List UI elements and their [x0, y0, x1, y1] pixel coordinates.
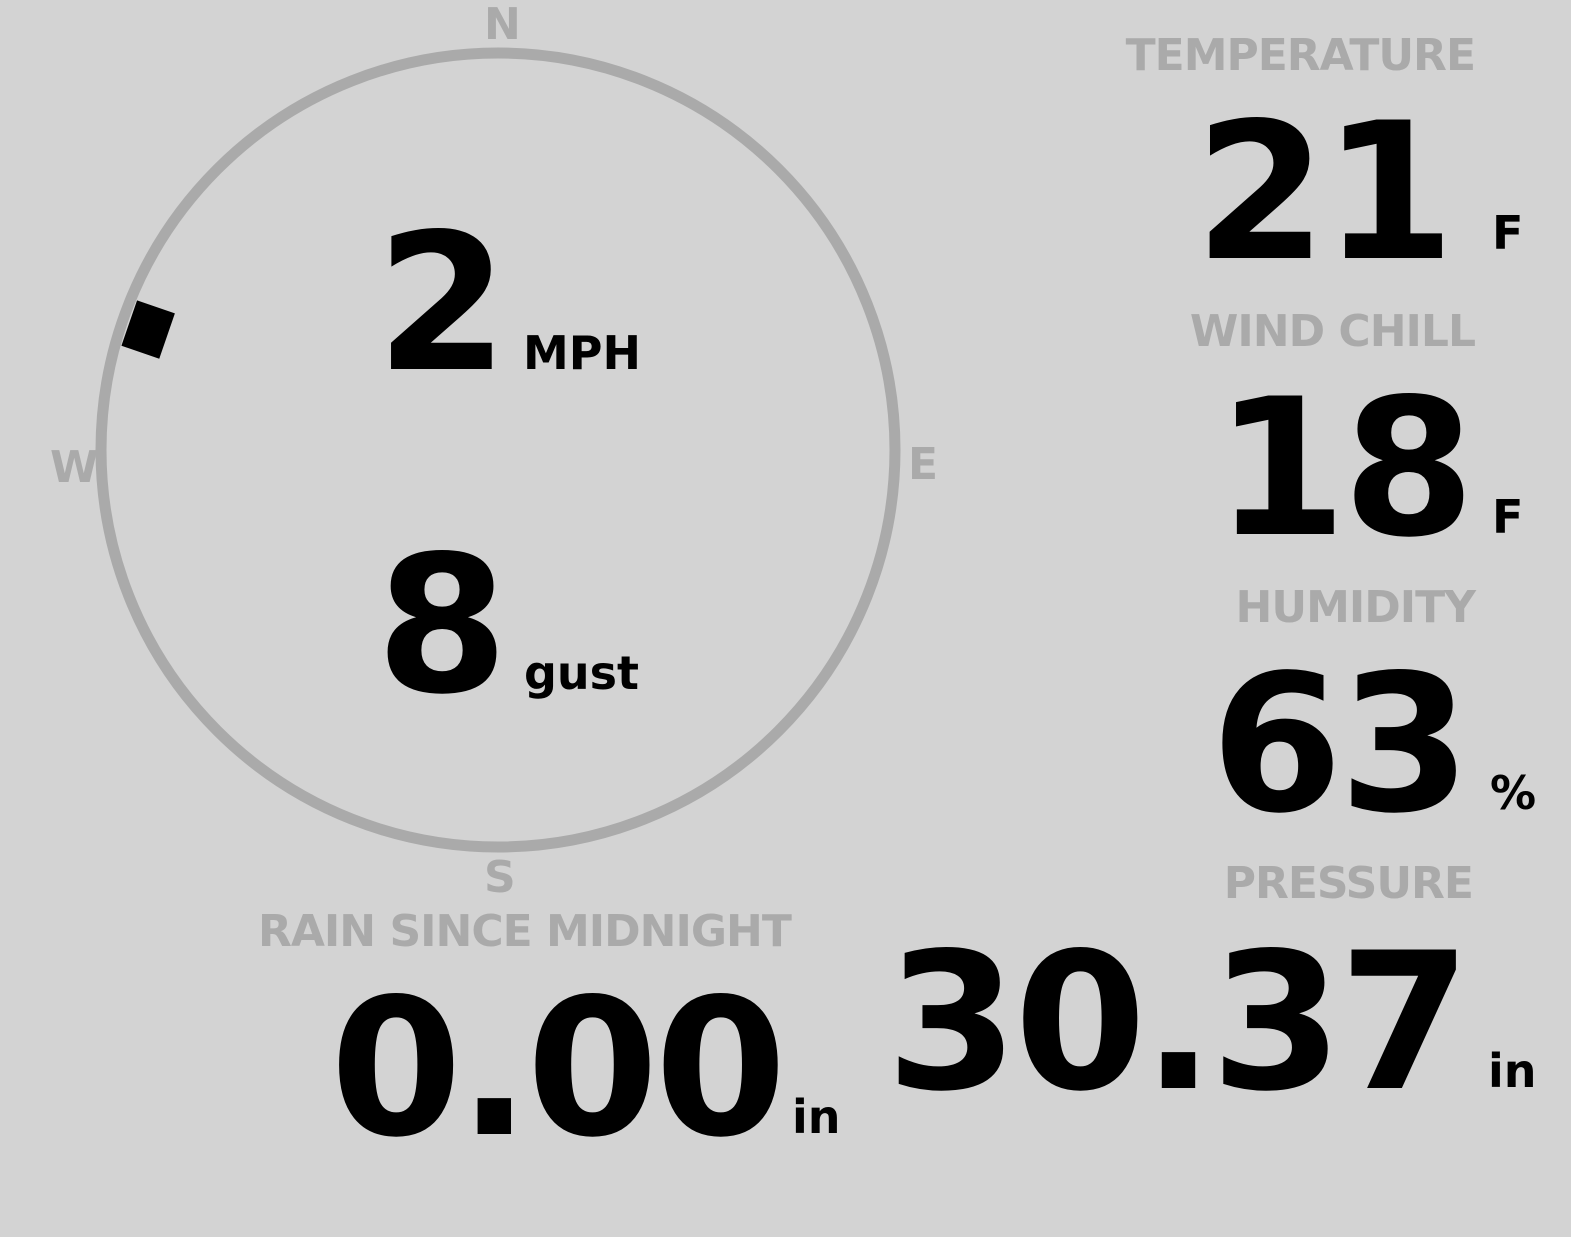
- wind-direction-indicator: [121, 300, 175, 359]
- wind-compass: [95, 47, 901, 853]
- rain-label: RAIN SINCE MIDNIGHT: [258, 906, 792, 957]
- wind-chill-unit: F: [1492, 490, 1524, 544]
- temperature-label: TEMPERATURE: [1125, 30, 1476, 81]
- temperature-unit: F: [1492, 206, 1524, 260]
- humidity-unit: %: [1490, 766, 1537, 820]
- humidity-label: HUMIDITY: [1235, 582, 1476, 633]
- compass-east: E: [908, 439, 939, 490]
- wind-chill-value: 18: [1214, 358, 1475, 579]
- temperature-value: 21: [1194, 82, 1455, 303]
- wind-speed-unit: MPH: [523, 326, 641, 380]
- compass-west: W: [50, 442, 99, 493]
- wind-gust-unit: gust: [524, 646, 640, 700]
- wind-chill-label: WIND CHILL: [1189, 306, 1476, 357]
- wind-gust-value: 8: [376, 515, 508, 736]
- humidity-value: 63: [1210, 634, 1471, 855]
- compass-north: N: [484, 0, 521, 50]
- pressure-unit: in: [1488, 1044, 1537, 1098]
- pressure-label: PRESSURE: [1223, 858, 1474, 909]
- wind-speed-value: 2: [376, 193, 508, 414]
- compass-ring: [95, 47, 901, 853]
- compass-south: S: [484, 852, 516, 903]
- rain-unit: in: [792, 1090, 841, 1144]
- rain-value: 0.00: [330, 958, 787, 1179]
- pressure-value: 30.37: [886, 912, 1471, 1133]
